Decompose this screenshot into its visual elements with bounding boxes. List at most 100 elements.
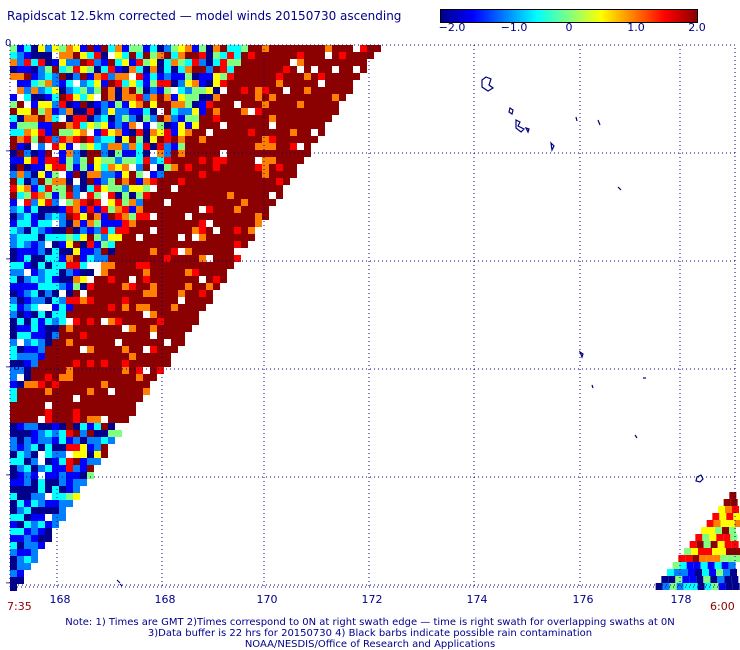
swath-cell xyxy=(115,290,122,297)
swath-cell xyxy=(52,129,59,136)
swath-cell xyxy=(38,150,45,157)
swath-cell xyxy=(150,66,157,73)
swath-cell xyxy=(73,430,80,437)
swath-cell xyxy=(178,220,185,227)
swath-cell xyxy=(66,388,73,395)
swath-cell xyxy=(185,248,192,255)
swath-cell xyxy=(220,192,227,199)
swath-cell xyxy=(115,241,122,248)
swath-cell xyxy=(199,73,206,80)
swath-cell xyxy=(150,108,157,115)
swath-cell xyxy=(31,416,38,423)
swath-cell xyxy=(38,297,45,304)
swath-cell xyxy=(689,576,697,583)
swath-cell xyxy=(129,381,136,388)
swath-cell xyxy=(108,290,115,297)
swath-cell xyxy=(31,367,38,374)
swath-cell xyxy=(129,185,136,192)
swath-cell xyxy=(52,241,59,248)
swath-cell xyxy=(129,87,136,94)
swath-cell xyxy=(45,507,52,514)
swath-cell xyxy=(164,213,171,220)
swath-cell xyxy=(220,108,227,115)
swath-cell xyxy=(297,73,304,80)
swath-cell xyxy=(262,45,269,52)
swath-cell xyxy=(283,143,290,150)
swath-cell xyxy=(17,192,24,199)
swath-cell xyxy=(17,220,24,227)
swath-cell xyxy=(192,45,199,52)
swath-cell xyxy=(234,171,241,178)
swath-cell xyxy=(367,52,374,59)
swath-cell xyxy=(136,227,143,234)
swath-cell xyxy=(73,87,80,94)
swath-cell xyxy=(108,332,115,339)
swath-cell xyxy=(17,87,24,94)
swath-cell xyxy=(129,409,136,416)
swath-cell xyxy=(101,94,108,101)
swath-cell xyxy=(31,493,38,500)
swath-cell xyxy=(94,353,101,360)
swath-cell xyxy=(220,199,227,206)
swath-cell xyxy=(192,157,199,164)
swath-cell xyxy=(73,388,80,395)
swath-cell xyxy=(80,87,87,94)
swath-cell xyxy=(45,101,52,108)
swath-cell xyxy=(227,108,234,115)
swath-cell xyxy=(199,262,206,269)
swath-cell xyxy=(143,192,150,199)
swath-cell xyxy=(115,234,122,241)
swath-cell xyxy=(122,59,129,66)
swath-cell xyxy=(108,192,115,199)
swath-cell xyxy=(80,248,87,255)
swath-cell xyxy=(10,360,17,367)
swath-cell xyxy=(143,66,150,73)
swath-cell xyxy=(234,192,241,199)
swath-cell xyxy=(171,220,178,227)
swath-cell xyxy=(24,80,31,87)
swath-cell xyxy=(325,108,332,115)
swath-cell xyxy=(31,346,38,353)
swath-cell xyxy=(129,395,136,402)
swath-cell xyxy=(143,185,150,192)
swath-cell xyxy=(206,66,213,73)
swath-cell xyxy=(87,430,94,437)
swath-cell xyxy=(234,129,241,136)
swath-cell xyxy=(164,150,171,157)
swath-cell xyxy=(325,45,332,52)
swath-cell xyxy=(10,486,17,493)
swath-cell xyxy=(283,45,290,52)
swath-cell xyxy=(73,458,80,465)
swath-cell xyxy=(122,367,129,374)
swath-cell xyxy=(31,213,38,220)
swath-cell xyxy=(706,555,714,562)
swath-cell xyxy=(80,220,87,227)
swath-cell xyxy=(234,45,241,52)
swath-cell xyxy=(711,583,719,590)
swath-cell xyxy=(80,423,87,430)
swath-cell xyxy=(185,143,192,150)
swath-cell xyxy=(17,101,24,108)
swath-cell xyxy=(707,562,715,569)
swath-cell xyxy=(101,241,108,248)
swath-cell xyxy=(73,227,80,234)
swath-cell xyxy=(24,206,31,213)
swath-cell xyxy=(730,499,738,506)
swath-cell xyxy=(59,423,66,430)
swath-cell xyxy=(45,325,52,332)
swath-cell xyxy=(712,548,719,555)
swath-cell xyxy=(171,136,178,143)
swath-cell xyxy=(31,332,38,339)
swath-cell xyxy=(108,325,115,332)
latitude-label: − xyxy=(5,254,14,265)
swath-cell xyxy=(150,178,157,185)
swath-cell xyxy=(17,234,24,241)
swath-cell xyxy=(115,129,122,136)
swath-cell xyxy=(227,220,234,227)
swath-cell xyxy=(234,108,241,115)
swath-cell xyxy=(24,465,31,472)
swath-cell xyxy=(290,129,297,136)
swath-cell xyxy=(73,304,80,311)
swath-cell xyxy=(45,374,52,381)
swath-cell xyxy=(276,136,283,143)
